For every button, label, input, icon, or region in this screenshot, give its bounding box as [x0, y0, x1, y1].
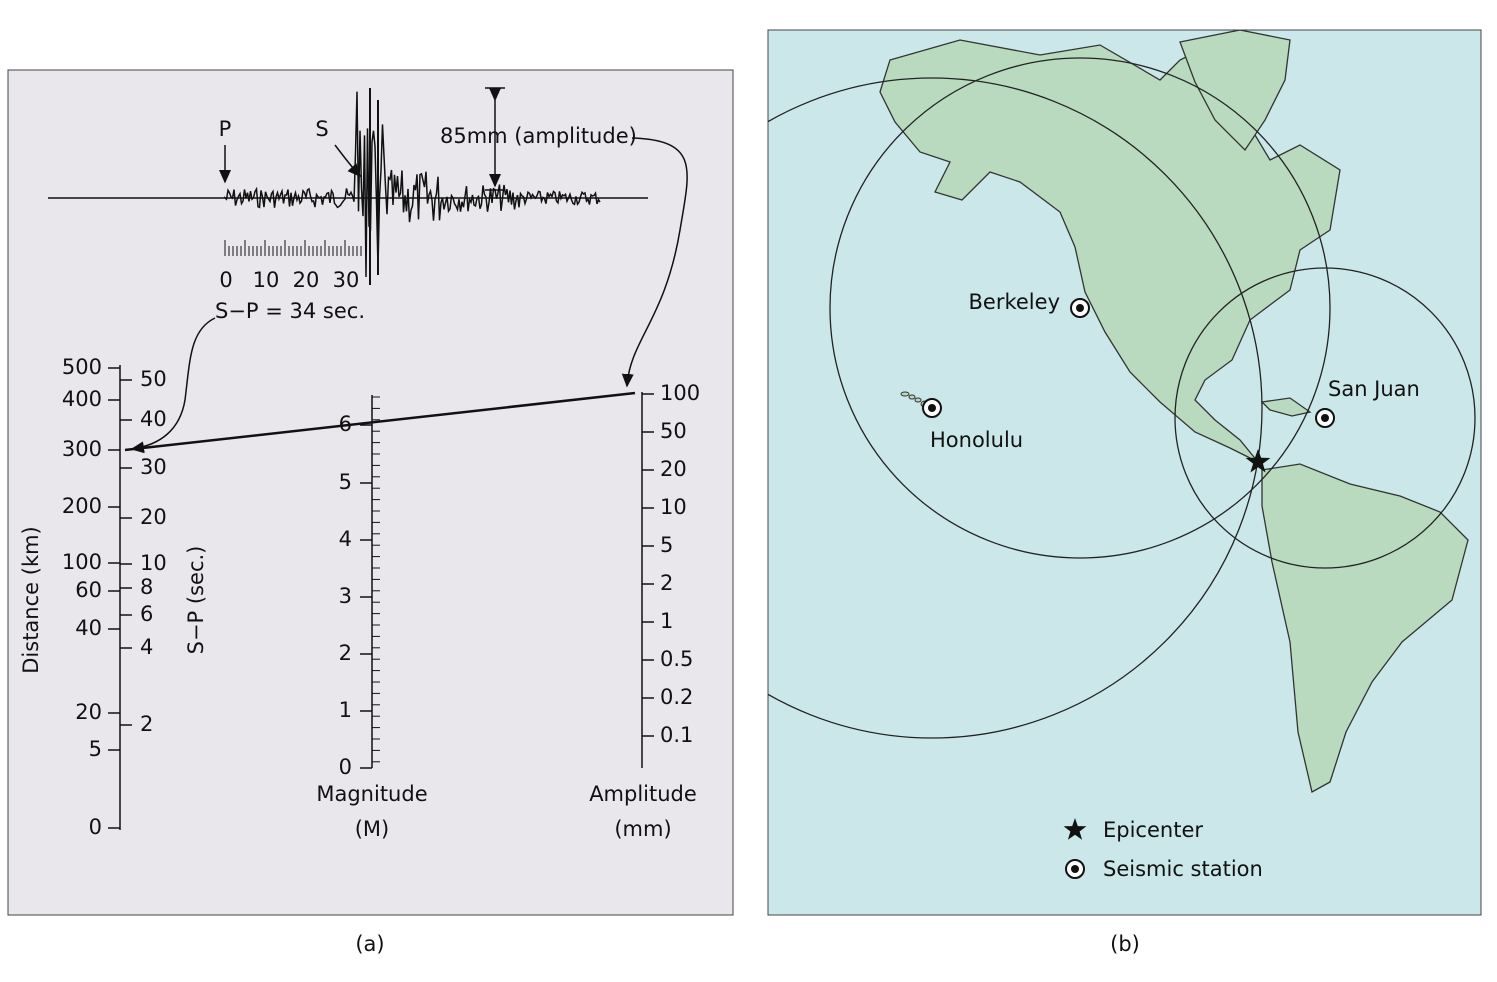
amplitude-note: 85mm (amplitude)	[440, 124, 637, 148]
cuba	[1260, 397, 1312, 417]
distance-label: 40	[75, 616, 102, 640]
time-label: 0	[219, 268, 232, 292]
station-dot	[928, 404, 936, 412]
sp-label: 10	[140, 551, 167, 575]
amplitude-label: 2	[660, 571, 673, 595]
magnitude-label: 2	[339, 641, 352, 665]
magnitude-title: Magnitude	[316, 782, 427, 806]
seismogram-trace	[224, 91, 601, 277]
hawaii	[900, 391, 910, 397]
distance-circle	[829, 57, 1331, 559]
p-label: P	[219, 117, 232, 141]
station-dot	[1076, 304, 1084, 312]
magnitude-label: 0	[339, 755, 352, 779]
amplitude-label: 5	[660, 533, 673, 557]
caption-a: (a)	[355, 932, 384, 956]
magnitude-label: 3	[339, 584, 352, 608]
sp-value: S−P = 34 sec.	[215, 299, 365, 323]
legend-station: Seismic station	[1103, 857, 1263, 881]
distance-label: 100	[62, 550, 102, 574]
amp-link	[621, 137, 688, 388]
distance-title: Distance (km)	[19, 526, 43, 674]
magnitude-label: 5	[339, 470, 352, 494]
amplitude-label: 10	[660, 495, 687, 519]
station-label: Honolulu	[930, 428, 1023, 452]
sp-title: S−P (sec.)	[184, 546, 208, 655]
sp-link	[130, 317, 216, 454]
time-label: 10	[253, 268, 280, 292]
south-america	[1261, 463, 1469, 793]
hawaii	[914, 397, 922, 403]
distance-circle	[768, 77, 1263, 739]
s-arrow	[334, 144, 362, 178]
amplitude-unit: (mm)	[614, 817, 671, 841]
nomogram-line	[124, 391, 636, 452]
distance-label: 0	[89, 815, 102, 839]
s-label: S	[315, 117, 328, 141]
distance-circle	[1174, 267, 1476, 569]
magnitude-label: 4	[339, 527, 352, 551]
greenland	[1179, 30, 1291, 152]
amplitude-label: 100	[660, 381, 700, 405]
distance-label: 60	[75, 578, 102, 602]
station-label: San Juan	[1328, 377, 1420, 401]
time-label: 30	[333, 268, 360, 292]
station-label: Berkeley	[969, 290, 1060, 314]
station-dot	[1071, 865, 1079, 873]
amplitude-label: 1	[660, 609, 673, 633]
station-dot	[1321, 414, 1329, 422]
amplitude-label: 0.1	[660, 723, 693, 747]
sp-label: 8	[140, 575, 153, 599]
distance-label: 200	[62, 494, 102, 518]
amplitude-label: 0.2	[660, 685, 693, 709]
distance-label: 300	[62, 437, 102, 461]
magnitude-label: 1	[339, 698, 352, 722]
distance-label: 20	[75, 700, 102, 724]
sp-label: 30	[140, 455, 167, 479]
amplitude-label: 0.5	[660, 647, 693, 671]
epicenter-star	[1245, 449, 1271, 473]
time-label: 20	[293, 268, 320, 292]
legend-epicenter: Epicenter	[1103, 818, 1203, 842]
hawaii	[908, 394, 916, 400]
caption-b: (b)	[1110, 932, 1140, 956]
sp-label: 4	[140, 635, 153, 659]
distance-label: 400	[62, 387, 102, 411]
sp-label: 50	[140, 367, 167, 391]
epicenter-star	[1063, 818, 1087, 840]
sp-label: 6	[140, 602, 153, 626]
sp-label: 20	[140, 505, 167, 529]
distance-label: 500	[62, 355, 102, 379]
magnitude-label: 6	[339, 412, 352, 436]
amplitude-label: 20	[660, 457, 687, 481]
magnitude-unit: (M)	[355, 817, 390, 841]
sp-label: 2	[140, 712, 153, 736]
amplitude-label: 50	[660, 419, 687, 443]
sp-label: 40	[140, 407, 167, 431]
amplitude-title: Amplitude	[589, 782, 697, 806]
distance-label: 5	[89, 737, 102, 761]
